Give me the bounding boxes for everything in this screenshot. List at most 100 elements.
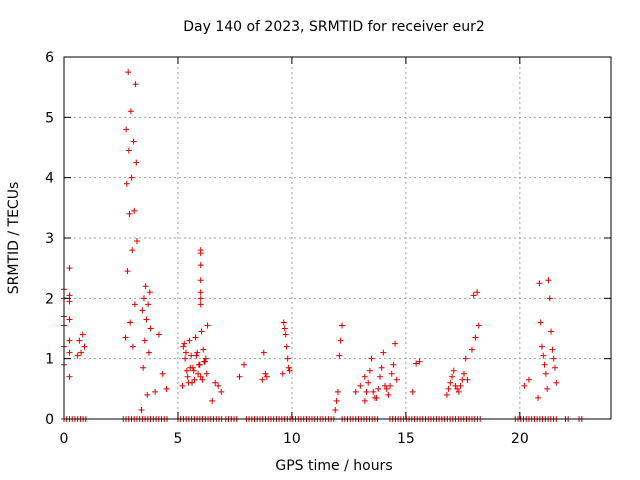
data-point (200, 346, 207, 353)
plot-frame (63, 56, 612, 420)
data-point (388, 370, 395, 377)
data-point (283, 343, 290, 350)
data-point (380, 349, 387, 356)
data-point (127, 108, 134, 115)
data-point (413, 360, 420, 367)
data-point (445, 385, 452, 392)
x-tick-label: 10 (283, 431, 301, 447)
data-point (262, 370, 269, 377)
data-point (332, 406, 339, 413)
data-point (133, 238, 140, 245)
data-point (132, 81, 139, 88)
data-point (138, 406, 145, 413)
data-point (357, 382, 364, 389)
data-point (196, 361, 203, 368)
data-point (122, 334, 129, 341)
data-point (525, 376, 532, 383)
data-point (66, 292, 73, 299)
data-point (140, 295, 147, 302)
data-point (263, 373, 270, 380)
data-point (203, 370, 210, 377)
data-point (192, 334, 199, 341)
data-point (147, 325, 154, 332)
data-point (215, 382, 222, 389)
data-point (181, 340, 188, 347)
data-point (472, 334, 479, 341)
data-point (378, 364, 385, 371)
y-tick-label: 4 (45, 171, 54, 187)
data-point (190, 367, 197, 374)
data-point (280, 319, 287, 326)
data-point (339, 322, 346, 329)
data-point (66, 298, 73, 305)
data-point (536, 280, 543, 287)
data-point (337, 337, 344, 344)
data-point (155, 331, 162, 338)
data-point (475, 322, 482, 329)
data-point (128, 174, 135, 181)
data-point (548, 328, 555, 335)
data-point (124, 268, 131, 275)
data-point (76, 337, 83, 344)
data-point (363, 388, 370, 395)
data-point (186, 337, 193, 344)
data-point (145, 349, 152, 356)
data-point (336, 352, 343, 359)
x-tick-label: 15 (397, 431, 415, 447)
data-point (182, 349, 189, 356)
data-point (139, 307, 146, 314)
data-point (197, 289, 204, 296)
data-point (361, 373, 368, 380)
data-point (259, 376, 266, 383)
data-point (443, 391, 450, 398)
data-point (125, 69, 132, 76)
data-point (545, 277, 552, 284)
data-point (197, 277, 204, 284)
data-point (123, 180, 130, 187)
data-point (549, 346, 556, 353)
y-tick-label: 3 (45, 231, 54, 247)
data-point (193, 352, 200, 359)
data-point (188, 352, 195, 359)
data-point (209, 397, 216, 404)
x-tick-label: 20 (511, 431, 529, 447)
data-point (550, 355, 557, 362)
y-tick-label: 0 (45, 412, 54, 428)
data-point (457, 382, 464, 389)
data-point (142, 283, 149, 290)
data-point (198, 328, 205, 335)
data-point (521, 382, 528, 389)
data-point (144, 391, 151, 398)
data-point (81, 343, 88, 350)
data-point (468, 346, 475, 353)
data-point (204, 322, 211, 329)
data-point (145, 301, 152, 308)
data-point (66, 316, 73, 323)
data-point (74, 352, 81, 359)
data-point (218, 388, 225, 395)
data-point (159, 370, 166, 377)
data-point (78, 349, 85, 356)
data-point (352, 388, 359, 395)
data-point (333, 397, 340, 404)
y-tick-label: 2 (45, 291, 54, 307)
data-point (140, 364, 147, 371)
data-point (370, 388, 377, 395)
data-point (201, 358, 208, 365)
x-tick-label: 5 (173, 431, 182, 447)
data-point (460, 370, 467, 377)
data-point (197, 262, 204, 269)
data-point (376, 373, 383, 380)
data-point (447, 379, 454, 386)
data-point (126, 210, 133, 217)
data-point (66, 265, 73, 272)
data-point (538, 343, 545, 350)
y-tick-label: 1 (45, 352, 54, 368)
data-point (540, 352, 547, 359)
data-point (385, 391, 392, 398)
data-point (535, 394, 542, 401)
data-point (180, 343, 187, 350)
data-point (260, 349, 267, 356)
data-point (387, 382, 394, 389)
